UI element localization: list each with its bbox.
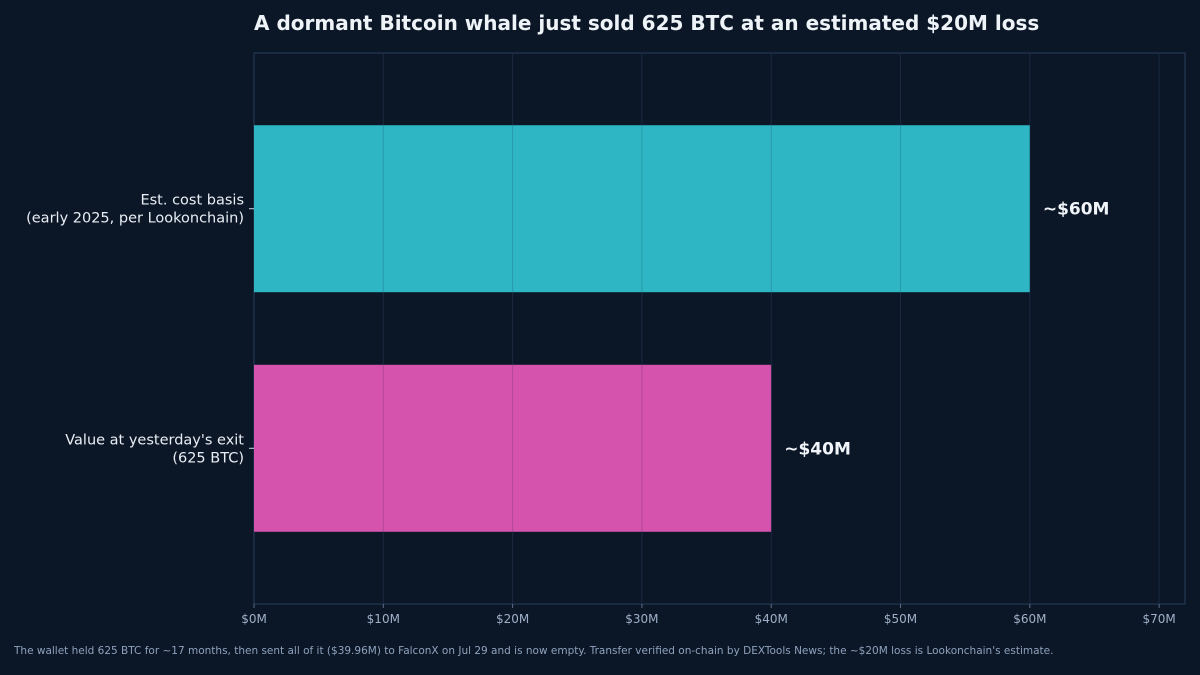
chart-title: A dormant Bitcoin whale just sold 625 BT… <box>254 11 1040 35</box>
grid-lines-overlay <box>382 53 1160 604</box>
category-label-line: Est. cost basis <box>140 193 244 209</box>
category-label: Est. cost basis (early 2025, per Lookonch… <box>26 193 244 227</box>
bar <box>254 125 1030 293</box>
category-label-line: (625 BTC) <box>172 450 244 466</box>
y-axis-categories: Est. cost basis (early 2025, per Lookonch… <box>26 193 254 466</box>
bar-value-label: ~$60M <box>1043 200 1110 220</box>
x-tick-label: $30M <box>625 612 658 626</box>
chart-footnote: The wallet held 625 BTC for ~17 months, … <box>14 645 1054 657</box>
x-axis-ticks: $0M $10M $20M $30M $40M $50M $60M $70M <box>241 604 1176 626</box>
x-tick-label: $50M <box>884 612 917 626</box>
x-tick-label: $70M <box>1143 612 1176 626</box>
x-tick-label: $10M <box>367 612 400 626</box>
x-tick-label: $40M <box>755 612 788 626</box>
category-label-line: (early 2025, per Lookonchain) <box>26 211 244 227</box>
bar <box>254 364 772 532</box>
bar-value-label: ~$40M <box>784 439 851 459</box>
category-label: Value at yesterday's exit (625 BTC) <box>65 432 244 466</box>
x-tick-label: $0M <box>241 612 267 626</box>
x-tick-label: $20M <box>496 612 529 626</box>
x-tick-label: $60M <box>1013 612 1046 626</box>
bars <box>254 125 1030 532</box>
data-labels: ~$60M ~$40M <box>784 200 1109 460</box>
category-label-line: Value at yesterday's exit <box>65 432 244 448</box>
